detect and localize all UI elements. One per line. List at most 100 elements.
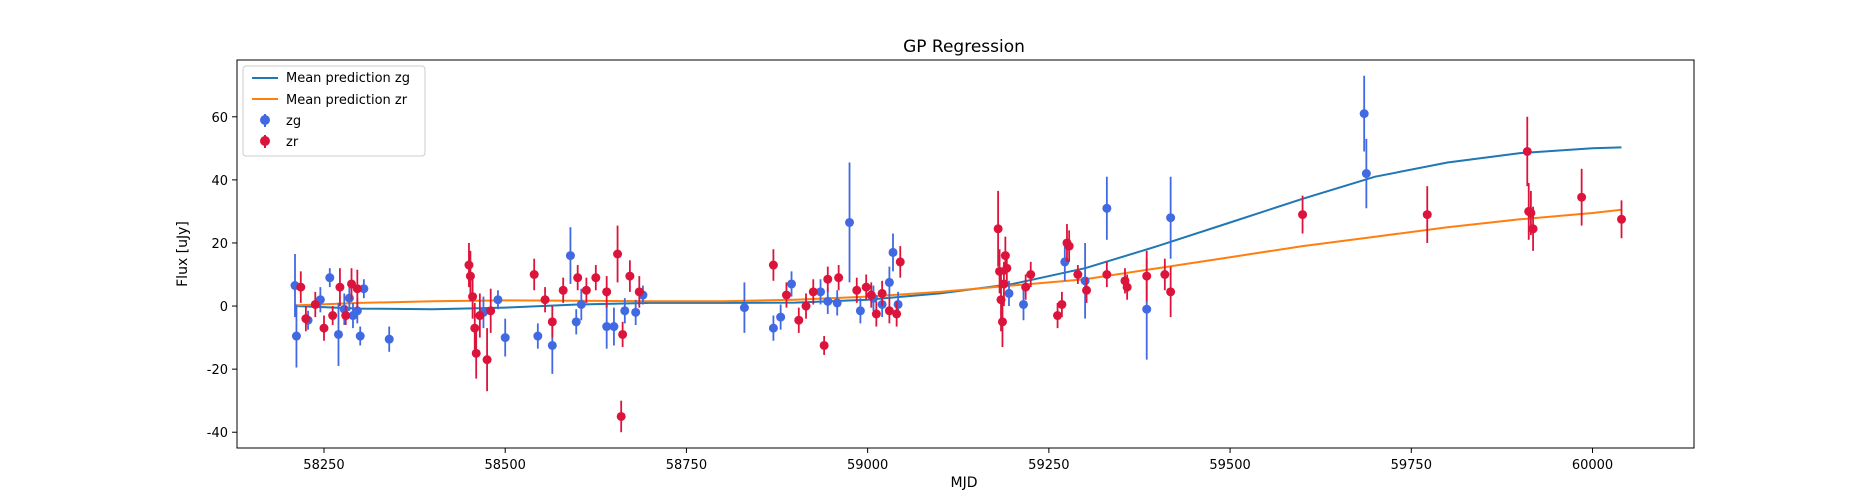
data-point-zg	[325, 273, 335, 283]
data-point-zr	[819, 340, 829, 350]
data-point-zr	[866, 290, 876, 300]
data-point-zr	[482, 355, 492, 365]
data-point-zg	[1102, 203, 1112, 213]
data-point-zr	[1026, 270, 1036, 280]
data-point-zr	[465, 271, 475, 281]
data-point-zg	[787, 279, 797, 289]
data-point-zr	[1160, 270, 1170, 280]
data-point-zr	[335, 282, 345, 292]
series-line-mean-prediction-zr	[294, 208, 1622, 307]
data-point-zr	[470, 323, 480, 333]
data-point-zr	[613, 249, 623, 259]
y-tick-label: 0	[220, 300, 228, 315]
data-point-zg	[602, 322, 612, 332]
data-point-zr	[1617, 214, 1627, 224]
data-point-zr	[852, 285, 862, 295]
data-point-zr	[823, 274, 833, 284]
x-tick-label: 59000	[847, 458, 888, 473]
data-point-zg	[565, 251, 575, 261]
data-point-zg	[620, 306, 630, 316]
data-point-zg	[333, 329, 343, 339]
y-tick-label: 60	[211, 111, 228, 126]
data-point-zr	[1522, 146, 1532, 156]
data-point-zg	[893, 299, 903, 309]
data-point-zg	[1018, 299, 1028, 309]
y-tick-label: -40	[207, 426, 228, 441]
data-point-zr	[319, 323, 329, 333]
data-point-zr	[1526, 208, 1536, 218]
data-point-zg	[344, 293, 354, 303]
data-point-zr	[471, 348, 481, 358]
data-point-zr	[1422, 210, 1432, 220]
data-point-zr	[1057, 299, 1067, 309]
x-tick-label: 59500	[1209, 458, 1250, 473]
x-tick-label: 59750	[1391, 458, 1432, 473]
x-tick-label: 59250	[1028, 458, 1069, 473]
data-point-zg	[355, 331, 365, 341]
data-point-zg	[1166, 213, 1176, 223]
data-point-zg	[631, 307, 641, 317]
data-point-zr	[1000, 251, 1010, 261]
data-point-zr	[529, 270, 539, 280]
y-axis-ticks: -40 -20 0 20 40 60	[207, 111, 237, 441]
data-point-zg	[609, 322, 619, 332]
data-point-zr	[1298, 210, 1308, 220]
data-point-zg	[888, 247, 898, 257]
data-point-zg	[384, 334, 394, 344]
data-point-zr	[634, 287, 644, 297]
data-point-zr	[540, 295, 550, 305]
data-point-zg	[1142, 304, 1152, 314]
data-point-zg	[500, 333, 510, 343]
data-point-zr	[1122, 282, 1132, 292]
legend-label-mean-zr: Mean prediction zr	[286, 93, 408, 108]
plot-area-frame	[236, 59, 1695, 449]
legend: Mean prediction zg Mean prediction zr zg…	[242, 65, 426, 157]
data-point-zr	[834, 273, 844, 283]
data-point-zg	[855, 306, 865, 316]
data-point-zg	[884, 277, 894, 287]
data-point-zr	[801, 301, 811, 311]
data-point-zr	[892, 309, 902, 319]
data-point-zr	[301, 314, 311, 324]
data-point-zg	[832, 298, 842, 308]
data-point-zr	[997, 317, 1007, 327]
data-point-zg	[823, 296, 833, 306]
data-point-zr	[591, 273, 601, 283]
data-point-zr	[581, 285, 591, 295]
plot-content	[290, 75, 1627, 433]
data-point-zg	[352, 306, 362, 316]
data-point-zg	[576, 299, 586, 309]
data-point-zr	[618, 329, 628, 339]
data-point-zg	[1004, 288, 1014, 298]
data-point-zg	[1361, 169, 1371, 179]
data-point-zr	[310, 299, 320, 309]
x-tick-label: 58500	[485, 458, 526, 473]
series-zr	[296, 116, 1627, 433]
data-point-zr	[602, 287, 612, 297]
data-point-zr	[768, 260, 778, 270]
y-tick-label: -20	[207, 363, 228, 378]
data-point-zg	[739, 303, 749, 313]
legend-label-zg: zg	[286, 114, 301, 129]
legend-swatch-zr-marker	[260, 136, 270, 146]
data-point-zr	[547, 317, 557, 327]
data-point-zg	[533, 331, 543, 341]
legend-swatch-zg-marker	[260, 115, 270, 125]
data-point-zr	[1002, 263, 1012, 273]
data-point-zr	[464, 260, 474, 270]
data-point-zr	[475, 311, 485, 321]
data-point-zg	[1359, 109, 1369, 119]
data-point-zr	[352, 284, 362, 294]
y-tick-label: 20	[211, 237, 228, 252]
series-mean-prediction-zr	[294, 208, 1622, 307]
data-point-zr	[558, 285, 568, 295]
data-point-zr	[625, 271, 635, 281]
x-tick-label: 58750	[666, 458, 707, 473]
data-point-zg	[547, 340, 557, 350]
data-point-zr	[341, 311, 351, 321]
data-point-zg	[776, 312, 786, 322]
data-point-zr	[781, 290, 791, 300]
data-point-zr	[1082, 285, 1092, 295]
data-point-zg	[1060, 257, 1070, 267]
